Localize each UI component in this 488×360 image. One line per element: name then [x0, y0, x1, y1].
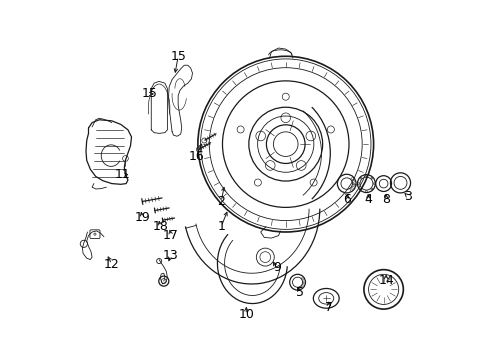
- Text: 7: 7: [324, 301, 332, 314]
- Text: 9: 9: [272, 261, 280, 274]
- Text: 5: 5: [295, 287, 304, 300]
- Text: 8: 8: [381, 193, 389, 206]
- Text: 17: 17: [163, 229, 179, 242]
- Text: 6: 6: [342, 193, 350, 206]
- Text: 2: 2: [217, 195, 224, 208]
- Text: 10: 10: [238, 308, 254, 321]
- Text: 19: 19: [134, 211, 150, 224]
- Text: 14: 14: [378, 274, 393, 287]
- Text: 15: 15: [170, 50, 186, 63]
- Text: 18: 18: [152, 220, 168, 233]
- Text: 4: 4: [364, 193, 371, 206]
- Text: 3: 3: [403, 190, 411, 203]
- Text: 11: 11: [115, 168, 130, 181]
- Text: 12: 12: [104, 258, 120, 271]
- Text: 13: 13: [163, 249, 179, 262]
- Text: 16: 16: [188, 150, 203, 163]
- Text: 15: 15: [141, 87, 157, 100]
- Text: 1: 1: [217, 220, 224, 233]
